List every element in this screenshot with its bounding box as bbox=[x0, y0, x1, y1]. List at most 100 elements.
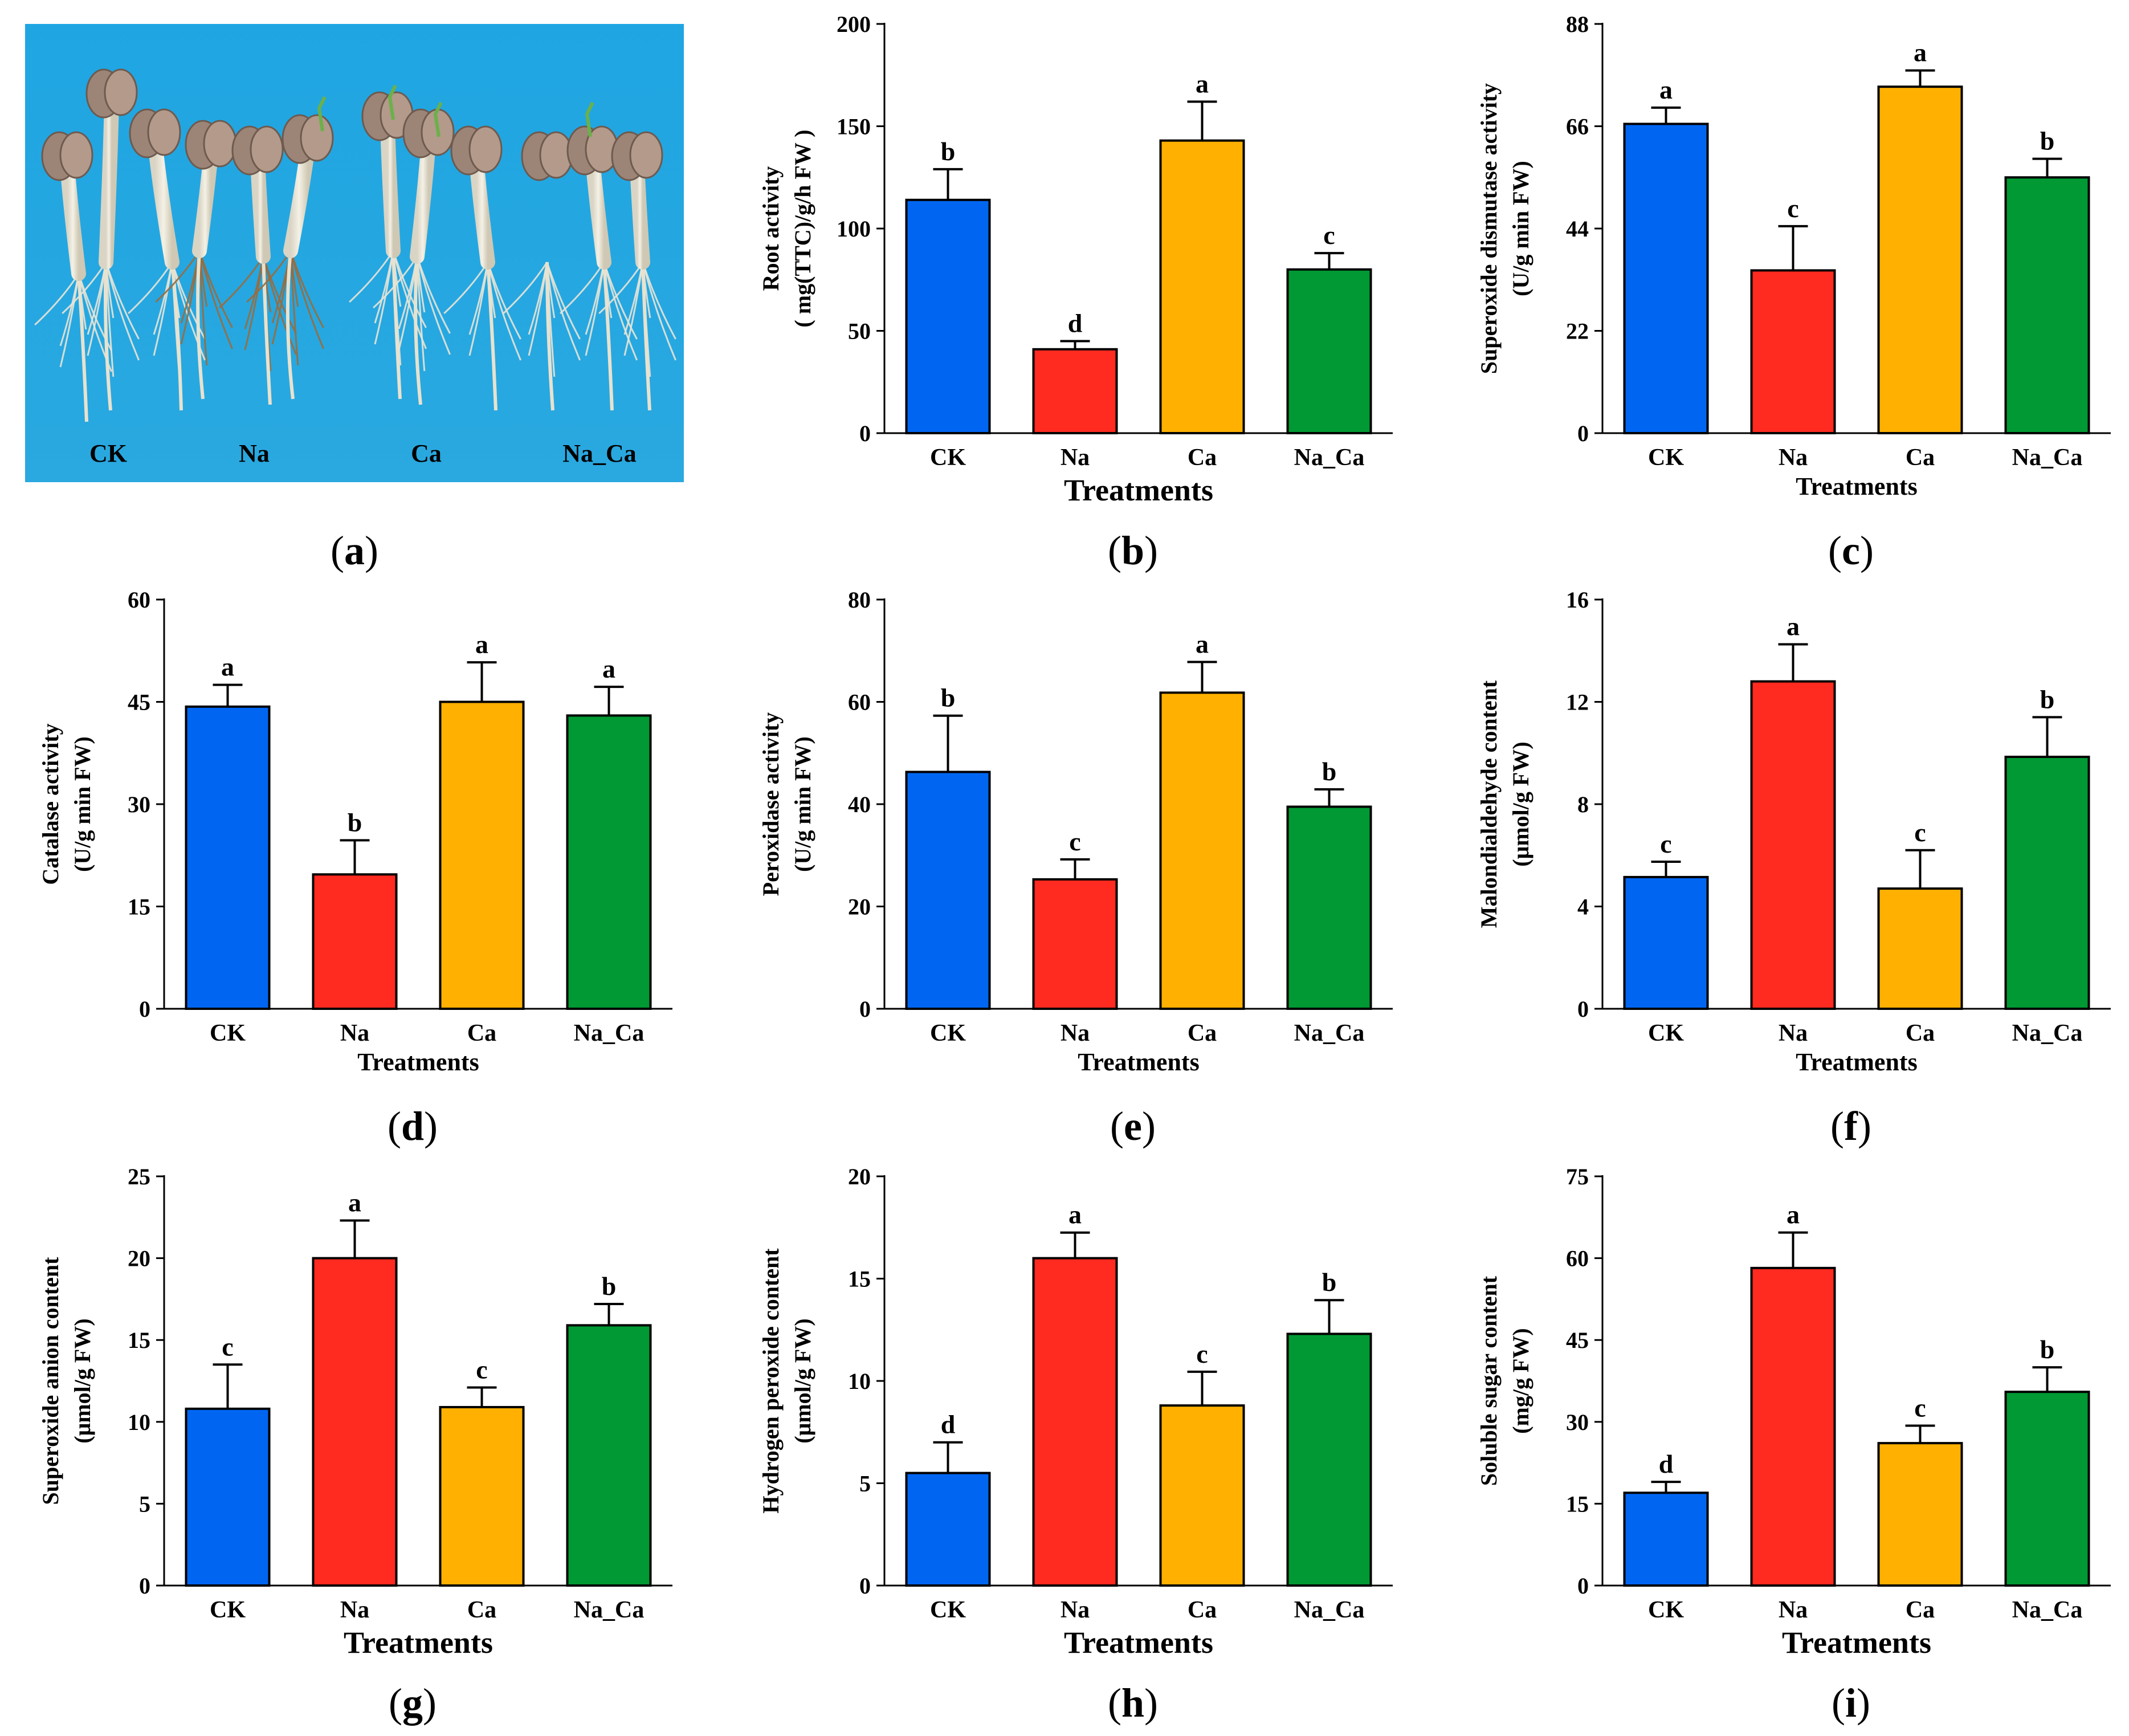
significance-letter: c bbox=[222, 1332, 233, 1361]
bar-na bbox=[313, 874, 397, 1009]
bar-ca bbox=[1161, 692, 1244, 1009]
y-axis-unit: (U/g min FW) bbox=[70, 736, 95, 872]
y-axis-unit: (μmol/g FW) bbox=[1508, 741, 1533, 866]
chart-d: 015304560aCKbNaaCaaNa_CaTreatmentsCatala… bbox=[38, 587, 672, 1149]
y-tick-label: 100 bbox=[837, 216, 871, 242]
x-tick-label: Ca bbox=[1906, 1597, 1935, 1623]
x-tick-label: Na bbox=[1779, 1597, 1808, 1623]
x-tick-label: Na bbox=[340, 1597, 369, 1623]
y-tick-label: 22 bbox=[1566, 319, 1589, 344]
x-tick-label: Na_Ca bbox=[2012, 1020, 2083, 1046]
chart-h: 0 5 10 15 20 d CK a Na c Ca b Na_Ca Treatments Hydroge… bbox=[758, 1164, 1393, 1726]
caption-b: (b) bbox=[1108, 528, 1158, 573]
significance-letter: a bbox=[221, 653, 234, 682]
y-tick-label: 10 bbox=[128, 1409, 150, 1435]
x-tick-label: Na_Ca bbox=[574, 1597, 645, 1623]
x-tick-label: Na_Ca bbox=[1294, 1597, 1365, 1623]
chart-b: 0 50 100 150 200 b CK d Na a Ca c Na_Ca Treatments Roo… bbox=[758, 11, 1393, 573]
caption-h: (h) bbox=[1108, 1680, 1158, 1726]
y-tick-label: 15 bbox=[1566, 1491, 1589, 1517]
bar-ck bbox=[1625, 877, 1708, 1009]
caption-c: (c) bbox=[1828, 528, 1874, 573]
x-tick-label: Na bbox=[1061, 445, 1090, 471]
x-tick-label: Ca bbox=[1906, 1020, 1935, 1046]
y-tick-label: 0 bbox=[859, 421, 871, 446]
y-tick-label: 15 bbox=[128, 894, 150, 920]
x-tick-label: CK bbox=[210, 1020, 246, 1046]
chart-e: 020406080bCKcNaaCabNa_CaTreatmentsPeroxi… bbox=[758, 587, 1393, 1149]
x-tick-label: Na bbox=[340, 1020, 369, 1046]
x-tick-label: Na bbox=[1779, 1020, 1808, 1046]
y-axis-unit: (μmol/g FW) bbox=[70, 1318, 95, 1443]
y-tick-label: 0 bbox=[139, 1573, 150, 1599]
x-axis-title: Treatments bbox=[1796, 1048, 1917, 1076]
x-tick-label: Na_Ca bbox=[1294, 445, 1365, 471]
seedling-photo: CK Na Ca Na_Ca bbox=[25, 24, 684, 482]
x-axis-title: Treatments bbox=[357, 1048, 479, 1076]
significance-letter: d bbox=[941, 1410, 956, 1439]
chart-g: 0510152025cCKaNacCabNa_CaTreatmentsSuper… bbox=[38, 1164, 672, 1726]
significance-letter: c bbox=[1196, 1339, 1208, 1368]
caption-g: (g) bbox=[389, 1680, 437, 1726]
x-tick-label: Na_Ca bbox=[1294, 1020, 1365, 1046]
chart-f: 0481216cCKaNacCabNa_CaTreatmentsMalondia… bbox=[1476, 587, 2111, 1149]
significance-letter: a bbox=[1068, 1200, 1082, 1229]
y-tick-label: 20 bbox=[128, 1246, 150, 1272]
y-tick-label: 5 bbox=[139, 1491, 150, 1517]
y-tick-label: 60 bbox=[848, 690, 871, 715]
caption-f: (f) bbox=[1830, 1103, 1871, 1149]
significance-letter: a bbox=[1196, 69, 1209, 98]
x-tick-label: Na_Ca bbox=[2012, 445, 2083, 471]
y-tick-label: 30 bbox=[1566, 1409, 1589, 1435]
y-tick-label: 10 bbox=[848, 1368, 871, 1394]
y-tick-label: 4 bbox=[1577, 894, 1589, 920]
bar-ck bbox=[186, 707, 270, 1009]
significance-letter: b bbox=[2040, 1335, 2055, 1364]
y-tick-label: 0 bbox=[1577, 1573, 1589, 1599]
photo-label-na-ca: Na_Ca bbox=[562, 439, 637, 467]
x-tick-label: CK bbox=[210, 1597, 246, 1623]
bar-na bbox=[1034, 879, 1117, 1009]
photo-label-ca: Ca bbox=[411, 439, 442, 467]
y-tick-label: 0 bbox=[1577, 421, 1589, 446]
significance-letter: d bbox=[1068, 308, 1083, 337]
significance-letter: b bbox=[2040, 684, 2055, 714]
y-axis-title: Soluble sugar content bbox=[1476, 1275, 1502, 1486]
caption-d: (d) bbox=[388, 1103, 438, 1149]
significance-letter: a bbox=[1914, 38, 1927, 67]
bar-ck bbox=[907, 772, 990, 1009]
significance-letter: b bbox=[1322, 1268, 1337, 1297]
bar-na bbox=[1034, 349, 1117, 433]
bar-na bbox=[1752, 1268, 1835, 1586]
caption-a: (a) bbox=[331, 528, 378, 573]
y-axis-title: Catalase activity bbox=[38, 723, 63, 885]
x-axis-title: Treatments bbox=[1078, 1048, 1199, 1076]
bar-na-ca bbox=[1288, 270, 1371, 433]
x-tick-label: Na bbox=[1061, 1020, 1090, 1046]
x-tick-label: Ca bbox=[1906, 445, 1935, 471]
bar-ca bbox=[1879, 87, 1962, 433]
x-tick-label: Na bbox=[1061, 1597, 1090, 1623]
y-tick-label: 40 bbox=[848, 792, 871, 817]
significance-letter: b bbox=[348, 808, 362, 837]
bar-ca bbox=[1879, 1443, 1962, 1586]
significance-letter: c bbox=[1914, 1393, 1926, 1423]
y-axis-title: Superoxide anion content bbox=[38, 1257, 63, 1505]
y-tick-label: 0 bbox=[139, 996, 150, 1022]
y-tick-label: 66 bbox=[1566, 114, 1589, 140]
y-tick-label: 15 bbox=[848, 1266, 871, 1292]
significance-letter: c bbox=[1660, 829, 1671, 858]
y-tick-label: 12 bbox=[1566, 690, 1589, 715]
x-tick-label: CK bbox=[930, 1597, 966, 1623]
bar-na-ca bbox=[568, 1325, 651, 1586]
bar-na-ca bbox=[2006, 1392, 2089, 1586]
significance-letter: a bbox=[1787, 1200, 1800, 1229]
significance-letter: c bbox=[1914, 818, 1926, 847]
x-tick-label: CK bbox=[1648, 1020, 1684, 1046]
y-axis-title: Superoxide dismutase activity bbox=[1476, 83, 1502, 374]
x-tick-label: CK bbox=[930, 445, 966, 471]
x-tick-label: CK bbox=[1648, 1597, 1684, 1623]
y-axis-title: Root activity bbox=[758, 166, 784, 291]
y-tick-label: 88 bbox=[1566, 11, 1589, 37]
figure-canvas: CK Na Ca Na_Ca (a) 050100150200bCKdNaaCa… bbox=[0, 0, 2129, 1736]
